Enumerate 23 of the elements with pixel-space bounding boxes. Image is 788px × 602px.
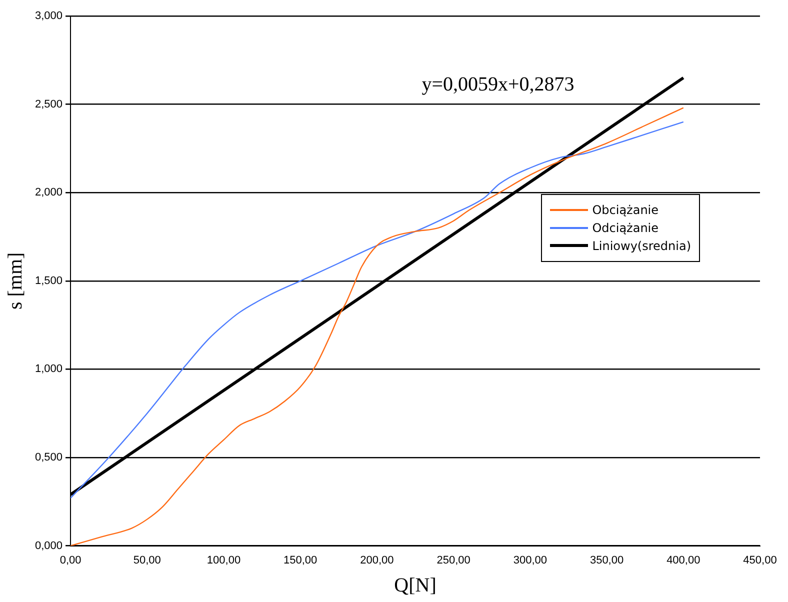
x-tick-label: 100,00 bbox=[206, 554, 241, 566]
annotation: y=0,0059x+0,2873 bbox=[422, 74, 574, 96]
x-tick-label: 50,00 bbox=[133, 554, 161, 566]
legend-label: Liniowy(srednia) bbox=[592, 238, 691, 253]
y-tick-label: 1,000 bbox=[34, 363, 63, 376]
y-tick-label: 1,500 bbox=[34, 274, 63, 287]
y-tick-label: 0,000 bbox=[34, 540, 63, 552]
y-tick-label: 3,000 bbox=[34, 10, 63, 22]
x-tick-label: 400,00 bbox=[666, 554, 700, 566]
y-tick-label: 0,500 bbox=[34, 452, 63, 464]
x-tick-label: 0,00 bbox=[60, 554, 82, 566]
legend-label: Obciążanie bbox=[592, 202, 659, 217]
x-tick-label: 450,00 bbox=[743, 554, 777, 566]
x-axis-title: Q[N] bbox=[394, 574, 436, 596]
y-tick-label: 2,500 bbox=[34, 98, 63, 110]
y-axis-title: s [mm] bbox=[4, 252, 26, 310]
x-tick-label: 200,00 bbox=[360, 554, 394, 566]
x-tick-label: 250,00 bbox=[436, 554, 470, 566]
x-tick-label: 350,00 bbox=[590, 554, 624, 566]
legend-label: Odciążanie bbox=[592, 220, 659, 235]
y-tick-label: 2,000 bbox=[34, 186, 63, 199]
x-tick-label: 150,00 bbox=[284, 554, 318, 566]
x-tick-label: 300,00 bbox=[513, 554, 548, 566]
